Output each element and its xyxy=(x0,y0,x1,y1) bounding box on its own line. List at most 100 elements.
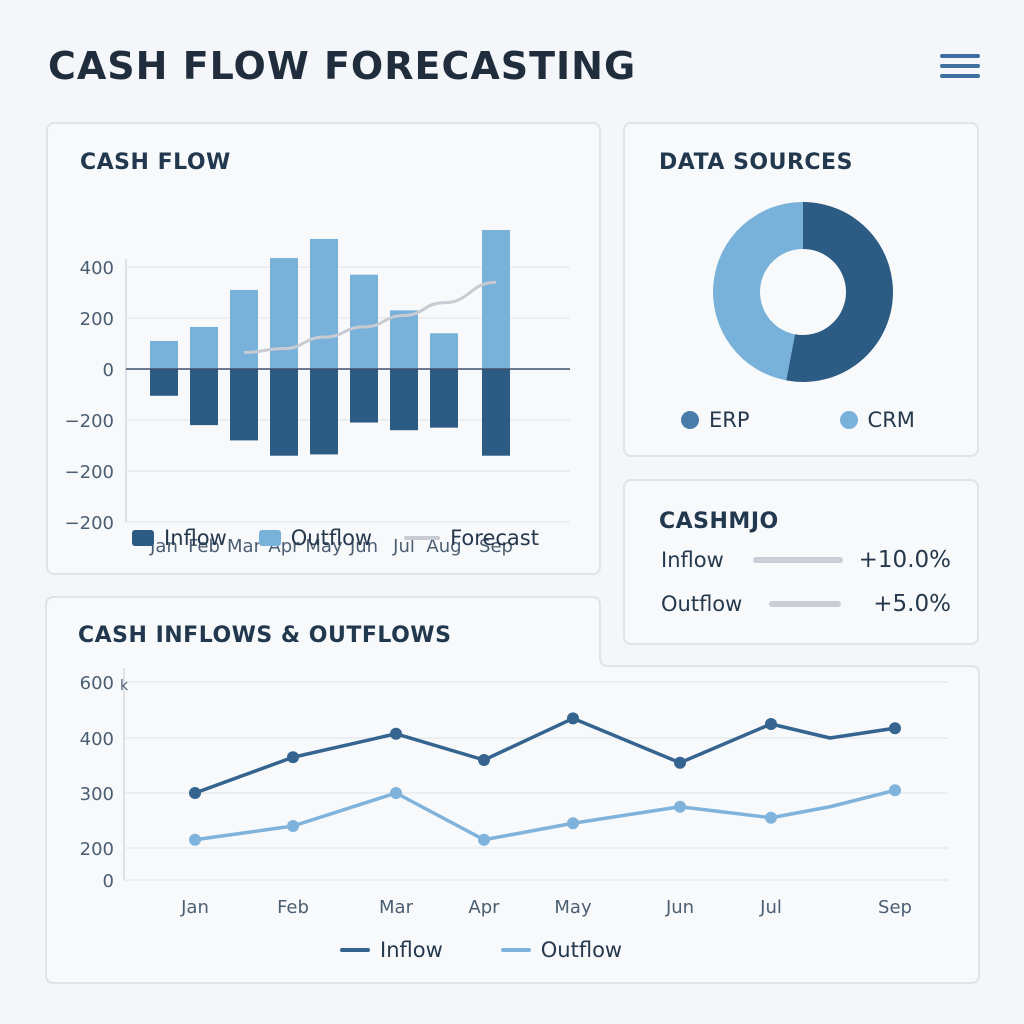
y-tick-label: −200 xyxy=(65,513,114,534)
legend-inflow-label: Inflow xyxy=(164,526,227,550)
cashmjo-title: CASHMJO xyxy=(659,509,779,534)
outflow-bar xyxy=(482,230,510,369)
inflow-bar xyxy=(230,369,258,441)
inflow-point xyxy=(674,756,686,769)
cash-inflows-outflows-line-chart: 600 400 300 200 0 k Jan Feb Mar Apr May Jun Jul Sep xyxy=(80,668,948,918)
legend-inflow: Inflow xyxy=(132,526,227,550)
menu-line xyxy=(940,74,980,78)
x-tick-label: May xyxy=(554,897,592,918)
y-tick-label: 200 xyxy=(80,309,114,330)
inflow-point xyxy=(478,754,490,766)
hamburger-menu-icon[interactable] xyxy=(940,54,980,82)
inflow-point xyxy=(287,751,299,764)
data-sources-legend: ERP CRM xyxy=(681,408,947,432)
inflow-point xyxy=(390,727,402,740)
forecast-swatch xyxy=(404,536,441,540)
y-tick-label: 0 xyxy=(103,360,114,381)
donut-slice-crm xyxy=(713,202,803,381)
outflow-point xyxy=(390,787,402,799)
cash-flow-title: CASH FLOW xyxy=(80,150,231,175)
x-tick-label: Mar xyxy=(227,536,262,557)
y-tick-label: −200 xyxy=(65,462,114,483)
x-tick-label: Jun xyxy=(665,897,694,918)
legend-inflow-line: Inflow xyxy=(340,938,443,962)
outflow-bar xyxy=(310,238,338,369)
card-background xyxy=(45,596,980,984)
y-tick-label: 600 xyxy=(80,673,114,694)
legend-outflow: Outflow xyxy=(258,526,373,550)
x-tick-label: Feb xyxy=(277,897,309,918)
outflow-point xyxy=(674,800,686,813)
cash-inflows-outflows-title: CASH INFLOWS & OUTFLOWS xyxy=(78,623,452,648)
outflow-line xyxy=(194,788,896,842)
cash-flow-legend: Inflow Outflow Forecast xyxy=(132,526,571,550)
inflow-bar xyxy=(190,369,218,426)
x-tick-label: Apr xyxy=(468,897,500,918)
forecast-line xyxy=(243,280,497,354)
y-tick-label: 400 xyxy=(80,258,114,279)
cashmjo-row-value: +10.0% xyxy=(858,547,951,573)
x-tick-label: Jan xyxy=(149,536,178,557)
inflow-point xyxy=(189,787,201,799)
cashmjo-row-inflow: Inflow +10.0% xyxy=(661,547,951,573)
crm-dot xyxy=(839,411,858,429)
y-tick-label: 300 xyxy=(80,784,114,805)
x-tick-label: May xyxy=(305,536,343,557)
inflow-point xyxy=(567,712,579,725)
y-tick-label: 0 xyxy=(103,871,114,892)
legend-crm: CRM xyxy=(839,408,915,432)
legend-outflow-line: Outflow xyxy=(500,938,623,962)
legend-outflow-label: Outflow xyxy=(290,526,373,550)
data-sources-donut-chart xyxy=(713,202,894,382)
y-tick-label: 200 xyxy=(80,839,114,860)
outflow-bar xyxy=(230,289,258,369)
outflow-bar xyxy=(150,340,178,369)
legend-forecast: Forecast xyxy=(404,526,539,550)
x-tick-label: Feb xyxy=(188,536,220,557)
inflow-bar xyxy=(310,369,338,455)
outflow-point xyxy=(287,820,299,832)
inflow-bar xyxy=(430,369,458,428)
outflow-bar xyxy=(350,274,378,369)
data-sources-title: DATA SOURCES xyxy=(659,150,853,175)
cashmjo-row-bar xyxy=(769,601,841,607)
x-tick-label: Sep xyxy=(878,897,912,918)
outflow-point xyxy=(189,833,201,846)
legend-forecast-label: Forecast xyxy=(450,526,539,550)
cashmjo-card: CASHMJO Inflow +10.0% Outflow +5.0% xyxy=(623,479,979,645)
flows-legend: Inflow Outflow xyxy=(340,938,654,962)
x-tick-label: Jul xyxy=(392,536,415,557)
legend-outflow-line-label: Outflow xyxy=(540,938,623,962)
legend-erp: ERP xyxy=(681,408,750,432)
x-tick-label: Mar xyxy=(379,897,414,918)
x-tick-label: Sep xyxy=(479,536,513,557)
inflow-bar xyxy=(482,369,510,456)
outflow-bar xyxy=(190,326,218,369)
legend-inflow-line-label: Inflow xyxy=(380,938,443,962)
outflow-point xyxy=(889,784,901,797)
y-unit-label: k xyxy=(120,678,129,694)
cashmjo-row-value: +5.0% xyxy=(873,591,951,617)
x-tick-label: Jan xyxy=(180,897,209,918)
outflow-point xyxy=(765,811,777,824)
cash-flow-card: CASH FLOW 400 200 0 −200 −200 −200 Jan Feb Mar Ap… xyxy=(46,122,601,575)
menu-line xyxy=(940,54,980,58)
page-title: CASH FLOW FORECASTING xyxy=(48,44,637,88)
inflow-line xyxy=(194,716,896,795)
erp-dot xyxy=(681,411,699,429)
inflow-line-swatch xyxy=(340,948,370,952)
outflow-bar xyxy=(430,333,458,369)
donut-slice-erp xyxy=(786,202,894,382)
inflow-bar xyxy=(350,369,378,423)
x-tick-label: Jul xyxy=(759,897,782,918)
legend-crm-label: CRM xyxy=(867,408,915,432)
outflow-point xyxy=(478,833,490,846)
cashmjo-row-label: Outflow xyxy=(661,592,743,616)
outflow-bar xyxy=(390,310,418,369)
inflow-bar xyxy=(150,369,178,396)
inflow-swatch xyxy=(132,530,154,546)
cashmjo-row-bar xyxy=(753,557,843,563)
menu-line xyxy=(940,64,980,68)
